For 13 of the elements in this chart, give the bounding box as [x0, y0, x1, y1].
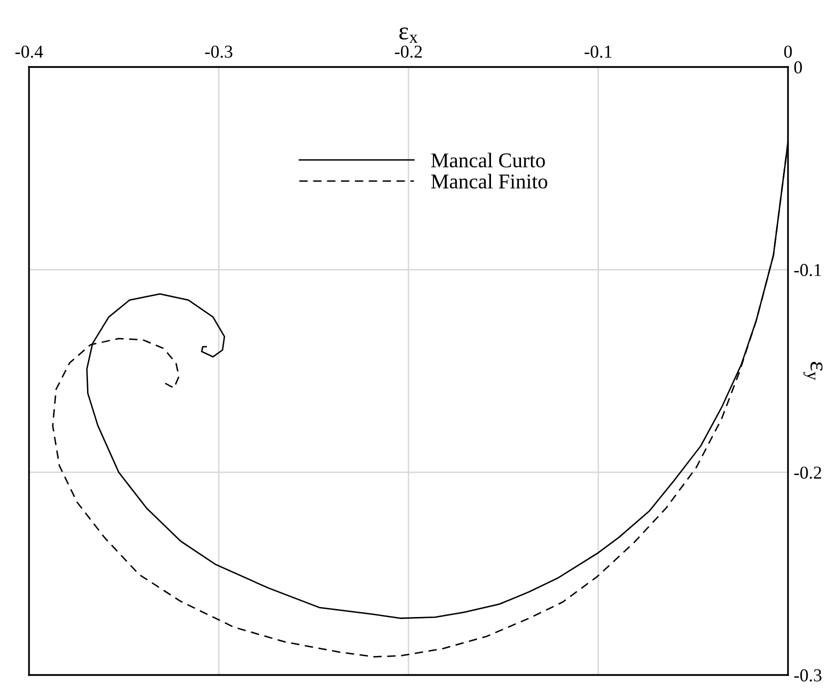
y-tick-label: -0.1 [794, 264, 822, 276]
text: Mancal Curto [431, 152, 545, 168]
x-axis-title: ε$_{x}$ [399, 28, 418, 43]
x-tick-label: -0.2 [394, 46, 422, 58]
y-tick-label: 0 [794, 61, 802, 74]
y-axis-title: ε$_{y}$ [803, 362, 822, 380]
y-tick-label: -0.3 [794, 669, 822, 682]
x-tick-label: 0 [784, 46, 792, 58]
x-tick-label: -0.3 [205, 46, 232, 58]
y-tick-label: -0.2 [794, 466, 822, 479]
text: Mancal Finito [431, 174, 548, 189]
x-tick-label: -0.4 [15, 46, 44, 58]
x-tick-label: -0.1 [584, 46, 612, 58]
